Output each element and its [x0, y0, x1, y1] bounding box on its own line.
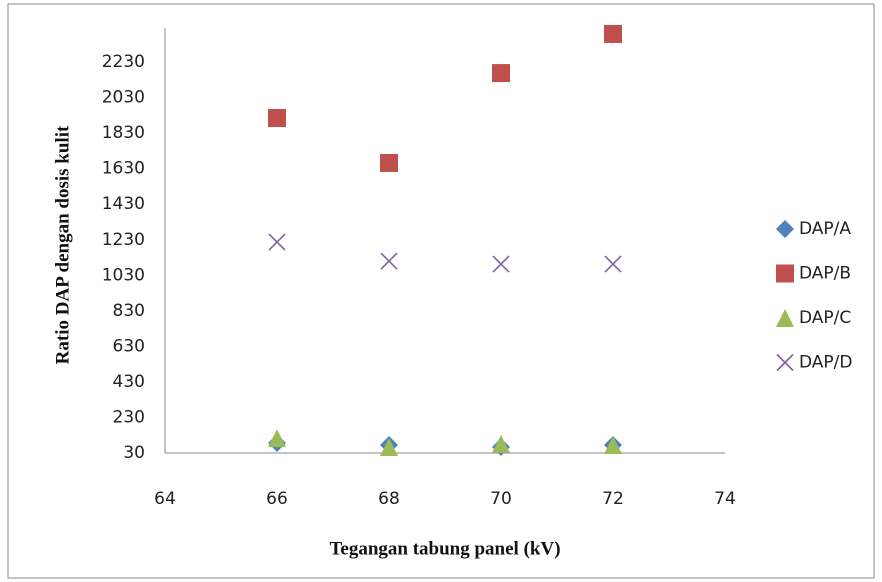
y-axis-title: Ratio DAP dengan dosis kulit	[52, 125, 73, 364]
legend-label: DAP/C	[799, 308, 851, 328]
marker	[492, 64, 510, 82]
legend-label: DAP/D	[799, 353, 853, 373]
y-tick-label: 2230	[102, 52, 145, 72]
y-tick-label: 1030	[102, 265, 145, 285]
legend-label: DAP/B	[799, 264, 851, 284]
x-axis-title: Tegangan tabung panel (kV)	[329, 538, 560, 559]
marker	[604, 25, 622, 43]
chart: Tegangan tabung panel (kV) Ratio DAP den…	[0, 0, 882, 582]
x-tick-label: 64	[154, 489, 176, 509]
y-tick-label: 1230	[102, 230, 145, 250]
y-tick-label: 230	[113, 407, 145, 427]
x-tick-label: 68	[378, 489, 400, 509]
x-tick-label: 70	[490, 489, 512, 509]
legend-label: DAP/A	[799, 219, 851, 239]
y-tick-label: 2030	[102, 88, 145, 108]
y-tick-label: 430	[113, 372, 145, 392]
y-tick-label: 1430	[102, 194, 145, 214]
x-tick-label: 74	[714, 489, 736, 509]
marker	[380, 154, 398, 172]
x-tick-label: 72	[602, 489, 624, 509]
y-tick-label: 1830	[102, 123, 145, 143]
x-tick-label: 66	[266, 489, 288, 509]
y-tick-label: 630	[113, 336, 145, 356]
y-tick-label: 30	[123, 443, 145, 463]
y-tick-label: 830	[113, 301, 145, 321]
marker	[268, 109, 286, 127]
y-tick-label: 1630	[102, 159, 145, 179]
marker	[776, 265, 794, 283]
